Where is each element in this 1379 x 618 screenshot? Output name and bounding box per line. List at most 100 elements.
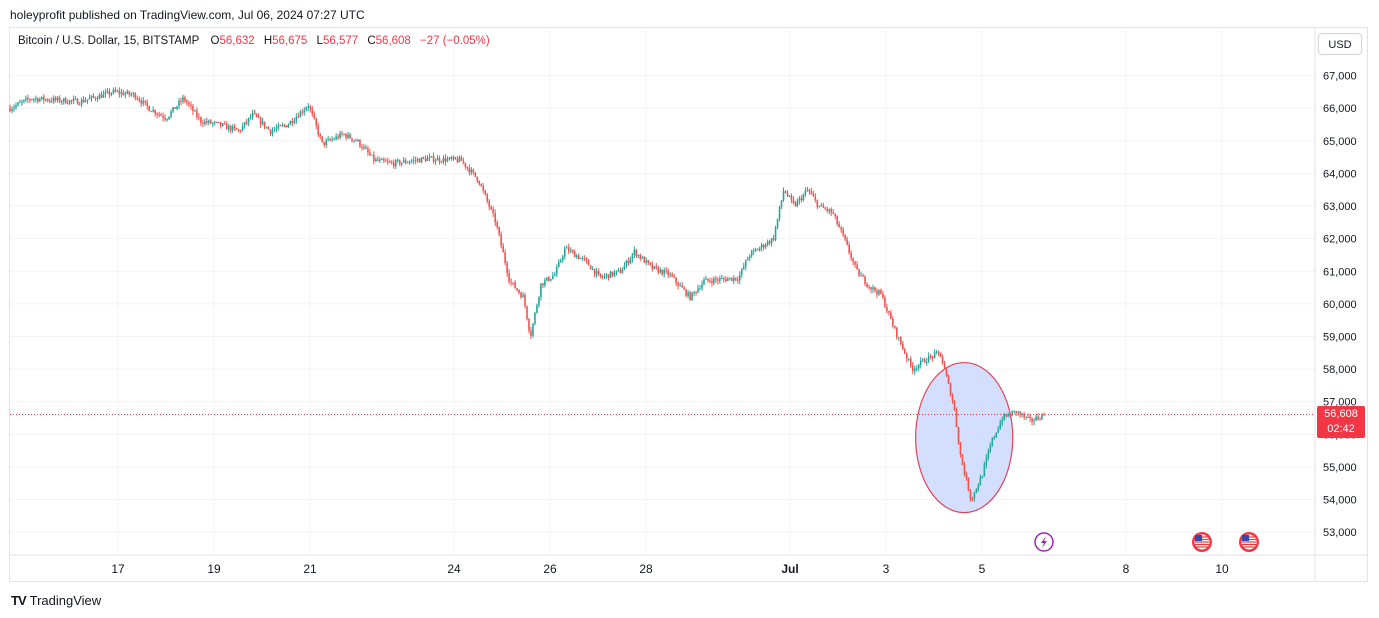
- candle-body: [442, 157, 445, 162]
- candle-body: [140, 100, 143, 104]
- candle-body: [713, 278, 715, 284]
- candle-body: [94, 97, 97, 99]
- candle-body: [778, 207, 781, 219]
- candle-body: [758, 247, 761, 251]
- brand[interactable]: TV TradingView: [11, 593, 101, 608]
- y-axis[interactable]: 53,00054,00055,00056,00057,00058,00059,0…: [1323, 71, 1357, 540]
- candle-body: [687, 292, 689, 296]
- candle-body: [174, 107, 176, 110]
- candle-body: [92, 95, 95, 98]
- candle-body: [705, 278, 707, 280]
- candle-body: [611, 271, 614, 276]
- chart-frame: [9, 27, 1368, 582]
- candle-body: [367, 148, 369, 153]
- candle-body: [530, 330, 532, 336]
- candle-body: [208, 120, 210, 123]
- candle-body: [1005, 414, 1008, 417]
- currency-button[interactable]: USD: [1318, 33, 1362, 55]
- candle-body: [506, 263, 508, 274]
- candle-body: [239, 130, 242, 132]
- candle-body: [146, 102, 149, 107]
- candle-body: [472, 169, 475, 173]
- candle-body: [754, 249, 757, 251]
- candle-body: [548, 277, 550, 281]
- candle-body: [573, 251, 576, 258]
- candle-body: [52, 97, 55, 102]
- candle-body: [862, 275, 864, 277]
- candle-body: [375, 159, 377, 161]
- candle-body: [577, 255, 580, 259]
- candle-body: [444, 157, 447, 162]
- candle-body: [392, 162, 395, 167]
- candle-body: [840, 227, 842, 230]
- candle-body: [436, 158, 439, 161]
- candle-body: [192, 105, 194, 112]
- candle-body: [989, 445, 992, 452]
- y-tick-label: 62,000: [1323, 234, 1357, 246]
- candle-body: [886, 307, 888, 312]
- candle-body: [915, 368, 918, 370]
- candle-body: [474, 172, 477, 177]
- candle-body: [35, 98, 37, 100]
- candle-body: [681, 285, 683, 288]
- candle-body: [615, 270, 618, 273]
- candle-body: [327, 139, 329, 141]
- candle-body: [478, 181, 481, 185]
- candle-body: [715, 278, 717, 280]
- candle-body: [184, 97, 186, 102]
- candle-body: [536, 305, 538, 313]
- y-tick-label: 66,000: [1323, 103, 1357, 115]
- candle-body: [866, 283, 868, 287]
- candle-body: [941, 357, 944, 364]
- close-value: 56,608: [375, 35, 411, 47]
- candle-body: [768, 241, 771, 244]
- candle-body: [31, 99, 33, 101]
- x-axis[interactable]: 17 19 21 24 26 28 Jul 3 5 8 10: [111, 562, 1229, 576]
- candle-body: [635, 250, 638, 257]
- candle-body: [186, 101, 188, 104]
- y-tick-label: 53,000: [1323, 527, 1357, 539]
- candle-body: [1035, 416, 1037, 421]
- candle-body: [532, 323, 534, 336]
- candle-body: [689, 292, 691, 301]
- candle-body: [552, 275, 554, 280]
- x-tick-label: 28: [639, 562, 653, 576]
- candle-body: [448, 157, 451, 160]
- candle-body: [508, 273, 510, 282]
- candle-body: [168, 116, 170, 120]
- candle-body: [599, 273, 602, 277]
- y-tick-label: 60,000: [1323, 299, 1357, 311]
- candle-body: [585, 258, 588, 261]
- candle-body: [323, 141, 325, 145]
- candle-body: [725, 278, 727, 281]
- candle-body: [999, 422, 1002, 429]
- candle-body: [351, 138, 353, 141]
- candle-body: [1029, 417, 1031, 419]
- candle-body: [587, 260, 590, 266]
- candle-body: [868, 286, 870, 288]
- candle-body: [534, 312, 536, 324]
- candle-body: [669, 274, 671, 276]
- candle-body: [82, 99, 85, 103]
- candle-body: [271, 130, 274, 134]
- candle-body: [321, 136, 323, 142]
- candle-body: [760, 244, 763, 248]
- candle-body: [567, 247, 570, 252]
- candle-body: [154, 110, 156, 114]
- candle-body: [526, 306, 528, 320]
- candle-body: [279, 125, 282, 127]
- x-tick-label: 8: [1123, 562, 1130, 576]
- candle-body: [701, 284, 703, 289]
- candle-body: [223, 123, 226, 125]
- candle-body: [27, 98, 29, 100]
- candle-body: [699, 288, 701, 290]
- candle-body: [987, 451, 990, 459]
- candle-body: [410, 160, 413, 162]
- candle-body: [888, 311, 890, 313]
- candle-body: [257, 116, 260, 118]
- candle-body: [243, 122, 246, 126]
- candle-body: [198, 116, 200, 118]
- candle-body: [180, 100, 182, 102]
- candle-body: [721, 278, 723, 280]
